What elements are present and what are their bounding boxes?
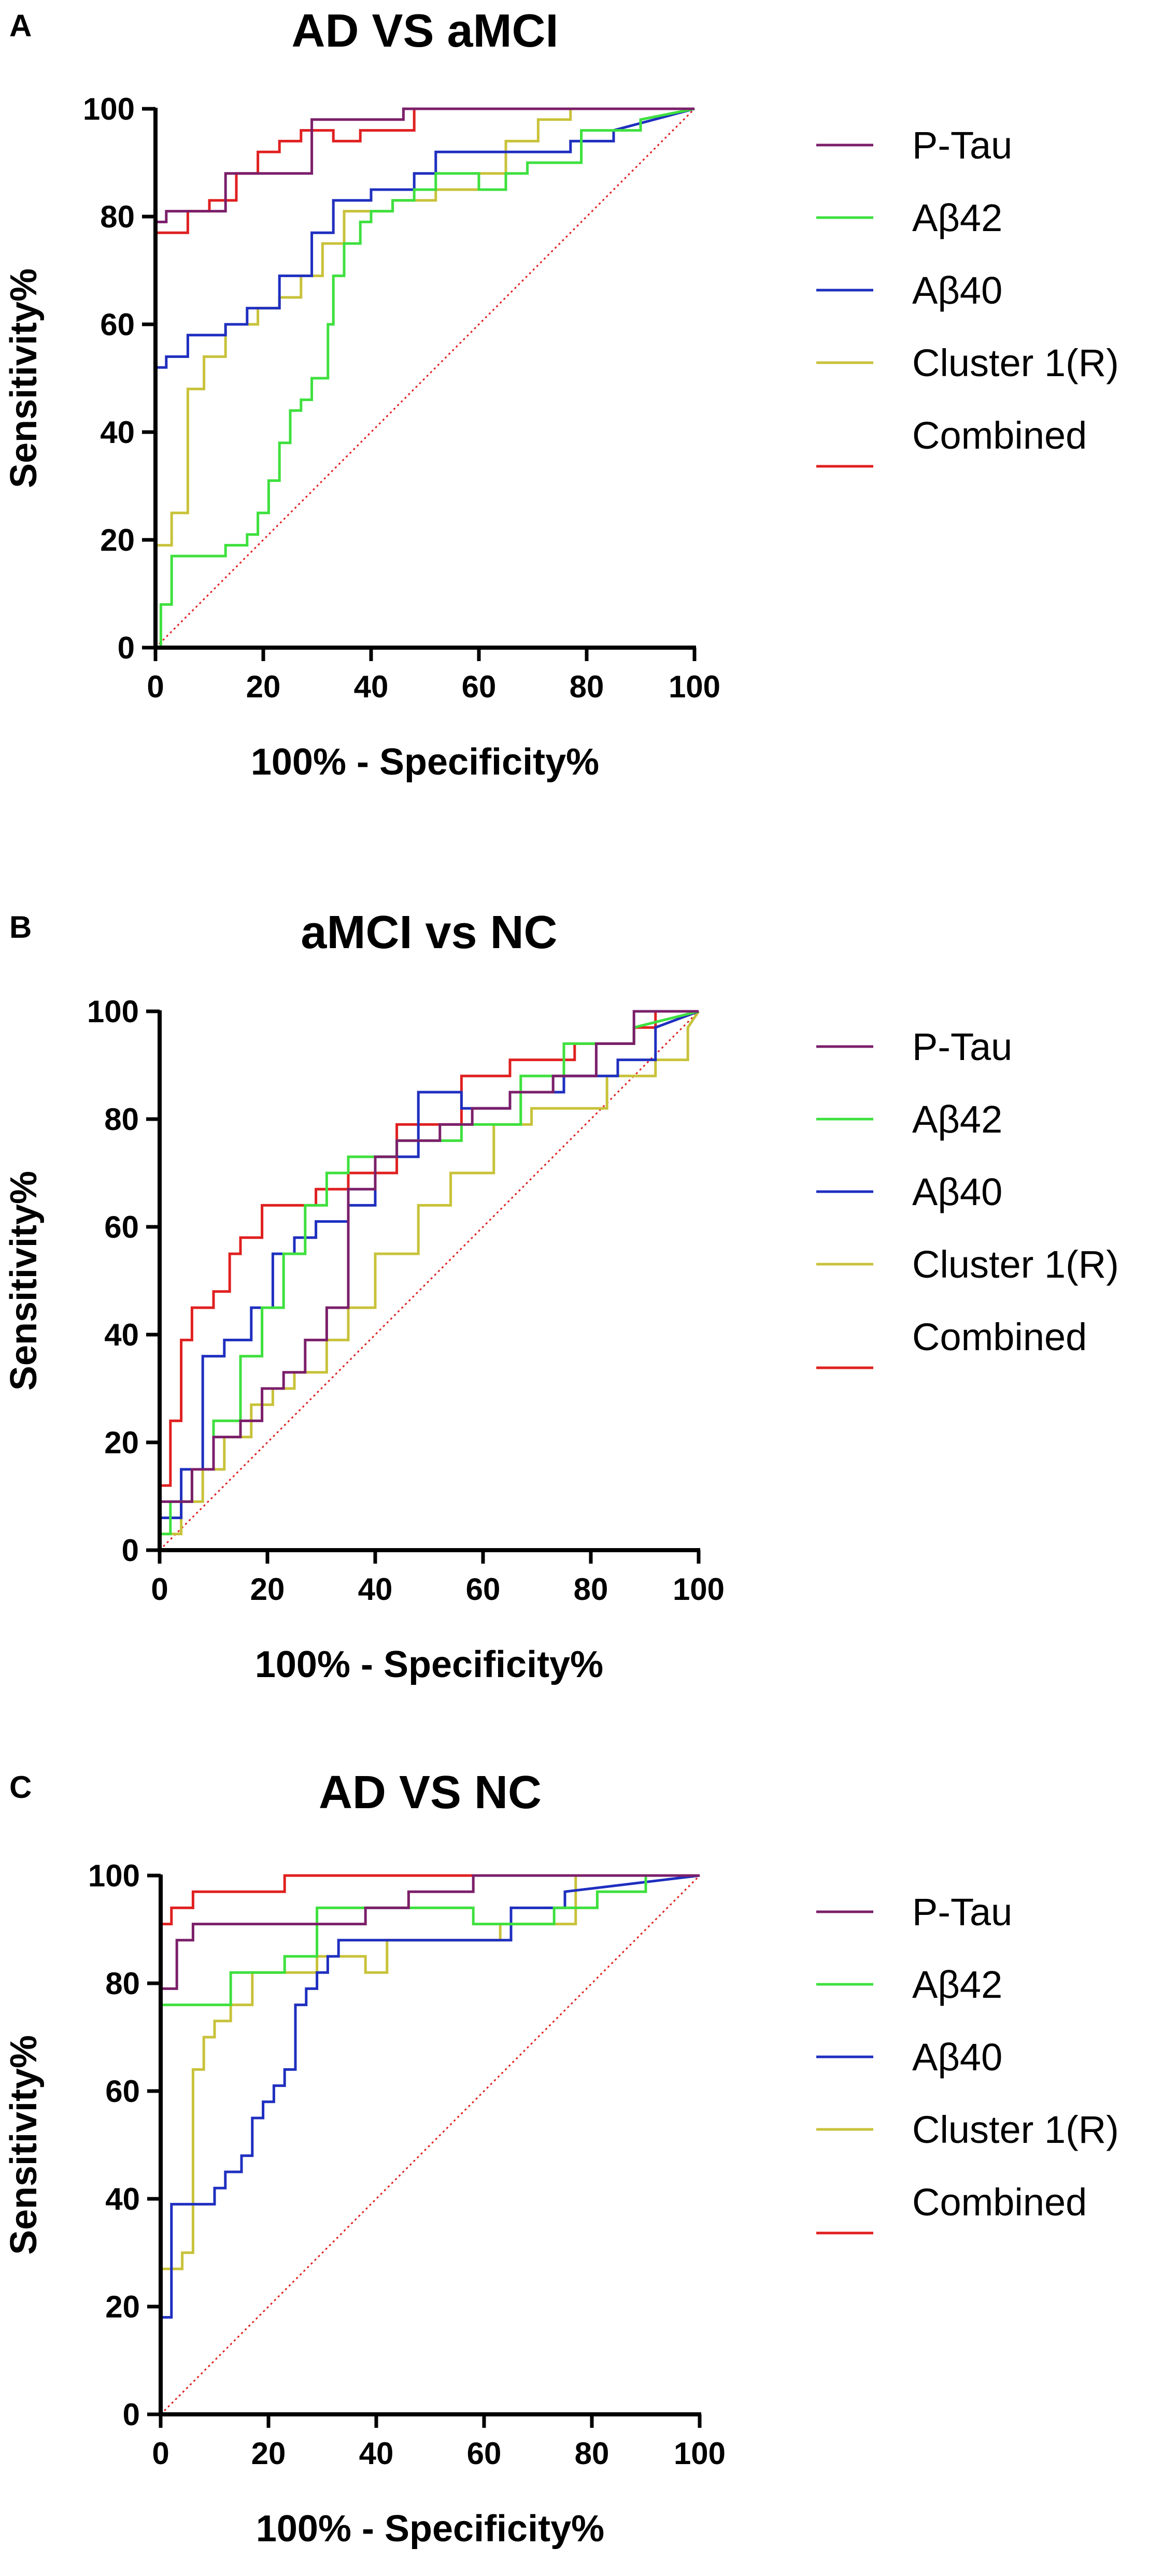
y-tick-label: 20 <box>104 1425 139 1460</box>
y-axis-label: Sensitivity% <box>3 1171 45 1391</box>
y-tick-label: 60 <box>100 307 135 342</box>
legend-label-cluster-1-r: Cluster 1(R) <box>912 341 1119 384</box>
chart-title: AD VS NC <box>319 1767 542 1819</box>
y-tick-label: 100 <box>83 92 135 126</box>
x-tick-label: 20 <box>251 2436 286 2471</box>
legend-label-abeta42: Aβ42 <box>912 1098 1002 1141</box>
legend-label-combined: Combined <box>912 1315 1087 1358</box>
x-tick-label: 20 <box>246 669 281 704</box>
x-tick-label: 100 <box>673 1572 725 1607</box>
x-tick-label: 100 <box>674 2436 726 2471</box>
x-tick-label: 0 <box>151 1572 168 1607</box>
legend-label-abeta40: Aβ40 <box>912 1170 1002 1213</box>
y-axis-label: Sensitivity% <box>3 268 45 488</box>
legend: P-Tau Aβ42 Aβ40 Cluster 1(R) Combined <box>816 124 1119 466</box>
panel-letter: C <box>9 1770 32 1805</box>
roc-figure: A AD VS aMCI 0 20 40 60 80 100 0 20 40 60 80 100 100% … <box>0 0 1149 2576</box>
x-tick-label: 0 <box>152 2436 169 2471</box>
legend-label-p-tau: P-Tau <box>912 1891 1012 1934</box>
x-tick-label: 100 <box>669 669 720 704</box>
x-tick-label: 40 <box>359 2436 394 2471</box>
roc-panel-a: A AD VS aMCI 0 20 40 60 80 100 0 20 40 60 80 100 100% … <box>3 5 1119 783</box>
panel-letter: B <box>9 910 32 944</box>
y-axis-label: Sensitivity% <box>3 2035 45 2255</box>
legend-label-abeta42: Aβ42 <box>912 196 1002 239</box>
y-tick-label: 0 <box>118 631 135 665</box>
x-tick-label: 20 <box>250 1572 285 1607</box>
y-tick-label: 100 <box>88 1858 140 1893</box>
y-tick-label: 0 <box>123 2397 140 2432</box>
legend-label-p-tau: P-Tau <box>912 124 1012 167</box>
x-axis-label: 100% - Specificity% <box>255 1644 603 1685</box>
chart-title: AD VS aMCI <box>291 5 558 57</box>
x-tick-label: 80 <box>570 669 604 704</box>
legend-label-abeta42: Aβ42 <box>912 1963 1002 2006</box>
roc-panel-c: C AD VS NC 0 20 40 60 80 100 0 20 40 60 80 100 100% - … <box>3 1767 1119 2550</box>
y-tick-label: 40 <box>104 1318 139 1352</box>
chart-title: aMCI vs NC <box>301 907 557 958</box>
legend: P-Tau Aβ42 Aβ40 Cluster 1(R) Combined <box>816 1891 1119 2233</box>
panel-letter: A <box>9 8 32 43</box>
x-tick-label: 0 <box>147 669 164 704</box>
y-tick-label: 60 <box>104 1210 139 1244</box>
legend-label-combined: Combined <box>912 2181 1087 2224</box>
legend-label-abeta40: Aβ40 <box>912 2036 1002 2079</box>
x-tick-label: 60 <box>467 2436 502 2471</box>
legend-label-abeta40: Aβ40 <box>912 269 1002 312</box>
y-tick-label: 100 <box>87 994 139 1029</box>
legend-label-cluster-1-r: Cluster 1(R) <box>912 1243 1119 1286</box>
legend-label-combined: Combined <box>912 414 1087 457</box>
y-tick-label: 80 <box>104 1102 139 1137</box>
y-tick-label: 20 <box>100 523 135 557</box>
y-tick-label: 40 <box>105 2182 140 2216</box>
legend-label-p-tau: P-Tau <box>912 1025 1012 1068</box>
y-tick-label: 60 <box>105 2074 140 2109</box>
y-tick-label: 40 <box>100 415 135 450</box>
x-axis-label: 100% - Specificity% <box>256 2508 604 2550</box>
y-tick-label: 80 <box>105 1966 140 2001</box>
x-tick-label: 40 <box>354 669 389 704</box>
x-tick-label: 80 <box>574 1572 608 1607</box>
legend: P-Tau Aβ42 Aβ40 Cluster 1(R) Combined <box>816 1025 1119 1368</box>
x-tick-label: 40 <box>358 1572 393 1607</box>
y-tick-label: 80 <box>100 199 135 234</box>
x-tick-label: 60 <box>466 1572 501 1607</box>
x-axis-label: 100% - Specificity% <box>251 741 599 783</box>
reference-diagonal <box>161 1876 700 2414</box>
x-tick-label: 80 <box>575 2436 609 2471</box>
x-tick-label: 60 <box>462 669 497 704</box>
legend-label-cluster-1-r: Cluster 1(R) <box>912 2108 1119 2151</box>
y-tick-label: 20 <box>105 2289 140 2324</box>
y-tick-label: 0 <box>122 1533 139 1568</box>
